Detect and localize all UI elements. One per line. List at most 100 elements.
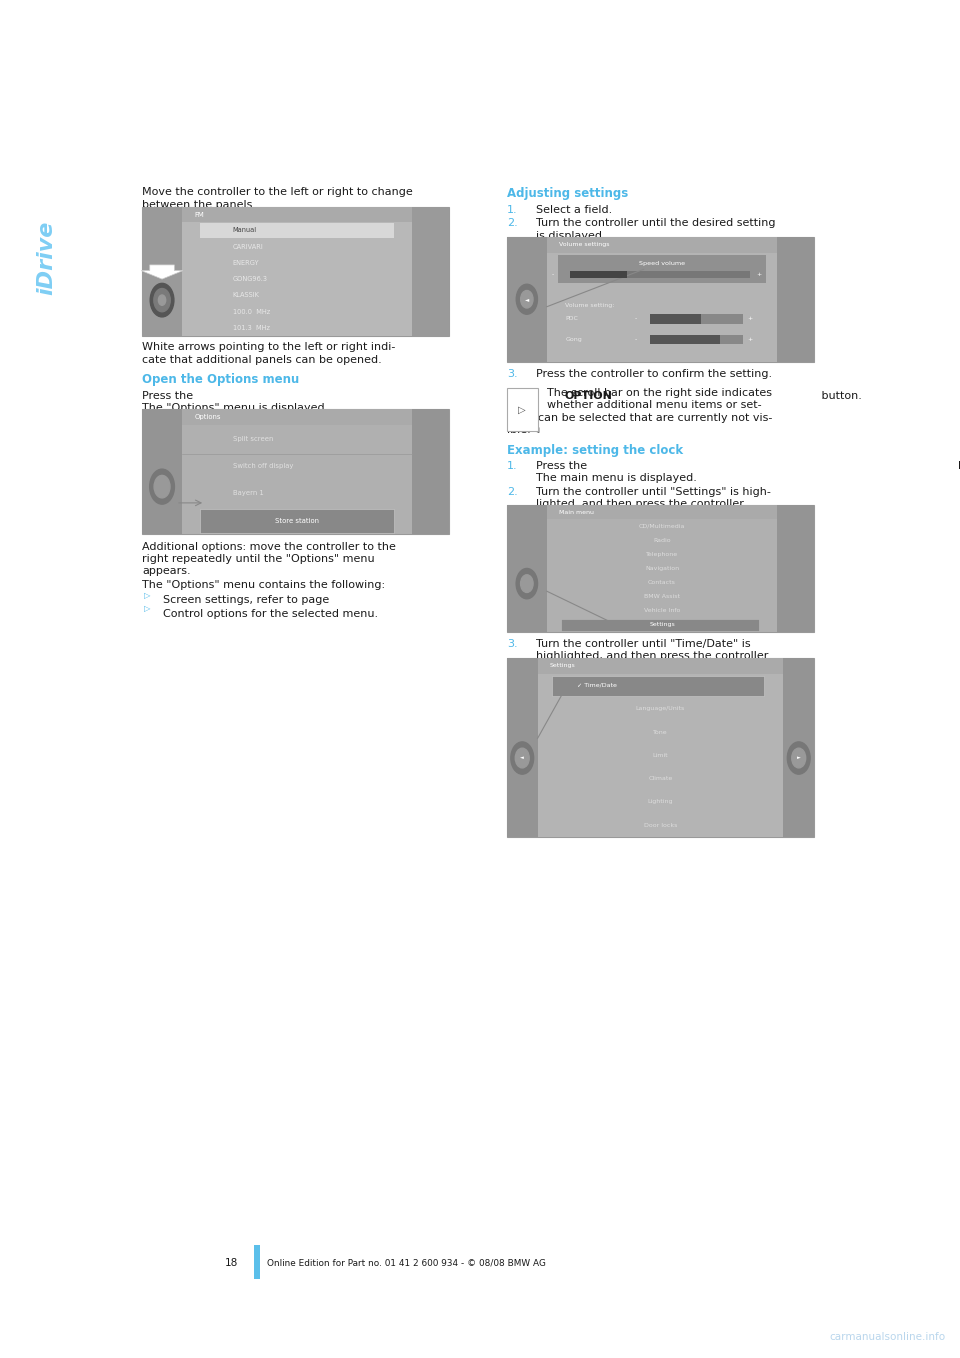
Text: Gong: Gong	[565, 337, 582, 342]
Text: Lighting: Lighting	[648, 800, 673, 804]
Text: is displayed.: is displayed.	[536, 231, 606, 240]
Bar	[778, 505, 814, 631]
Bar	[201, 223, 394, 238]
Text: button.: button.	[818, 391, 862, 401]
Bar	[142, 409, 449, 534]
Circle shape	[158, 295, 166, 306]
Text: Select a field.: Select a field.	[536, 205, 612, 215]
Text: 2.: 2.	[507, 486, 517, 497]
Bar	[570, 272, 628, 278]
Text: Language/Units: Language/Units	[636, 706, 685, 712]
Text: Vehicle Info: Vehicle Info	[644, 608, 681, 612]
Text: Limit: Limit	[653, 752, 668, 758]
Text: Manual: Manual	[232, 227, 257, 234]
Text: appears.: appears.	[142, 566, 191, 576]
Text: Online Edition for Part no. 01 41 2 600 934 - © 08/08 BMW AG: Online Edition for Part no. 01 41 2 600 …	[267, 1259, 545, 1267]
Bar	[561, 619, 758, 630]
Circle shape	[516, 748, 529, 767]
Text: Bayern 1: Bayern 1	[232, 490, 263, 497]
Bar	[254, 1245, 260, 1279]
Text: Open the Options menu: Open the Options menu	[142, 373, 300, 387]
Circle shape	[520, 574, 533, 592]
Bar	[182, 223, 413, 337]
Text: ible.◄: ible.◄	[507, 425, 540, 435]
Circle shape	[154, 288, 170, 312]
Circle shape	[155, 475, 170, 498]
Text: Climate: Climate	[648, 777, 673, 781]
Bar	[651, 314, 743, 323]
Text: 3.: 3.	[507, 369, 517, 379]
Text: Switch off display: Switch off display	[232, 463, 293, 469]
Text: MENU: MENU	[958, 460, 960, 471]
Bar	[182, 425, 413, 534]
Text: -: -	[551, 273, 554, 277]
Text: 2.: 2.	[507, 219, 517, 228]
Text: -: -	[635, 316, 636, 322]
Text: FM: FM	[194, 212, 204, 217]
Text: Move the controller to the left or right to change: Move the controller to the left or right…	[142, 187, 413, 197]
Text: CARIVARI: CARIVARI	[232, 243, 263, 250]
Bar	[413, 409, 449, 534]
Text: 3.: 3.	[507, 640, 517, 649]
Bar	[651, 314, 701, 323]
Text: Turn the controller until "Time/Date" is: Turn the controller until "Time/Date" is	[536, 640, 751, 649]
Bar	[201, 509, 394, 532]
Circle shape	[787, 741, 810, 774]
Text: 18: 18	[225, 1258, 238, 1268]
Text: -: -	[635, 337, 636, 342]
Text: ◄: ◄	[525, 297, 529, 301]
Text: Adjusting settings: Adjusting settings	[507, 187, 628, 201]
Text: 1.: 1.	[507, 205, 517, 215]
Bar	[552, 676, 764, 695]
Text: Press the controller to confirm the setting.: Press the controller to confirm the sett…	[536, 369, 772, 379]
Text: lighted, and then press the controller.: lighted, and then press the controller.	[536, 500, 746, 509]
Text: tings can be selected that are currently not vis-: tings can be selected that are currently…	[507, 413, 772, 422]
Text: The scroll bar on the right side indicates: The scroll bar on the right side indicat…	[547, 388, 772, 398]
Text: Additional options: move the controller to the: Additional options: move the controller …	[142, 542, 396, 551]
Text: Volume settings: Volume settings	[559, 242, 610, 247]
Text: ▷: ▷	[518, 405, 526, 414]
Bar	[778, 236, 814, 361]
Text: Turn the controller until "Settings" is high-: Turn the controller until "Settings" is …	[536, 486, 771, 497]
Bar	[651, 334, 743, 345]
Circle shape	[520, 291, 533, 308]
Text: 101.3  MHz: 101.3 MHz	[232, 325, 270, 331]
Text: Press the: Press the	[536, 460, 590, 471]
Text: +: +	[747, 316, 753, 322]
Text: Press the: Press the	[142, 391, 197, 401]
Bar	[783, 657, 814, 837]
Text: Telephone: Telephone	[646, 551, 678, 557]
Bar	[507, 236, 814, 361]
Text: Settings: Settings	[649, 622, 675, 627]
Text: Navigation: Navigation	[645, 566, 679, 570]
Text: Settings: Settings	[550, 663, 576, 668]
Bar	[547, 253, 778, 361]
Text: The main menu is displayed.: The main menu is displayed.	[536, 473, 697, 483]
Bar	[142, 208, 449, 337]
Text: ◄: ◄	[520, 755, 524, 760]
Bar	[182, 409, 413, 425]
Bar	[142, 208, 182, 337]
Text: 1.: 1.	[507, 460, 517, 471]
Text: +: +	[756, 273, 761, 277]
Text: Turn the controller until the desired setting: Turn the controller until the desired se…	[536, 219, 775, 228]
Bar	[507, 388, 538, 432]
Bar	[507, 505, 814, 631]
Text: Volume setting:: Volume setting:	[565, 303, 614, 308]
Text: +: +	[747, 337, 753, 342]
Bar	[507, 657, 538, 837]
Text: Speed volume: Speed volume	[639, 261, 685, 266]
Text: Split screen: Split screen	[232, 436, 273, 441]
Text: Contacts: Contacts	[648, 580, 676, 585]
Text: Screen settings, refer to page: Screen settings, refer to page	[163, 595, 333, 604]
Text: The "Options" menu contains the following:: The "Options" menu contains the followin…	[142, 580, 385, 589]
Circle shape	[792, 748, 805, 767]
Text: Door locks: Door locks	[644, 823, 677, 828]
Circle shape	[150, 284, 174, 316]
Bar	[142, 409, 182, 534]
Circle shape	[150, 469, 175, 504]
Text: Main menu: Main menu	[559, 509, 594, 515]
Text: ENERGY: ENERGY	[232, 259, 259, 266]
Text: whether additional menu items or set-: whether additional menu items or set-	[547, 401, 762, 410]
Text: Options: Options	[194, 414, 221, 421]
